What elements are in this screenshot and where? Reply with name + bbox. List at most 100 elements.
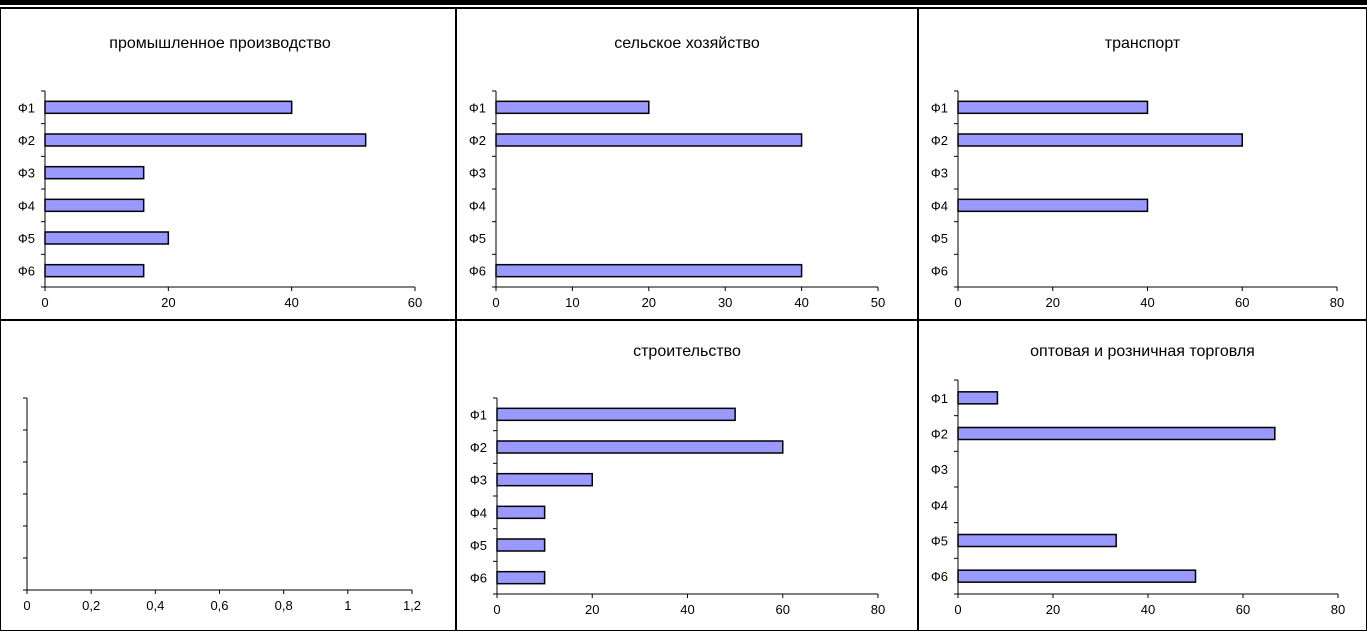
- x-tick-label: 20: [161, 295, 175, 310]
- chart-svg: сельское хозяйство 0 10 20 30 40 50 Ф1 Ф2 Ф3 Ф4 Ф5 Ф…: [456, 8, 918, 320]
- x-tick-label: 80: [1330, 295, 1344, 310]
- y-category-label: Ф3: [469, 166, 486, 181]
- x-tick-label: 0: [493, 602, 500, 617]
- chart-panel-1: промышленное производство 0 20 40 60 Ф1 Ф2 Ф3 Ф4…: [0, 8, 456, 320]
- x-tick-label: 60: [408, 295, 422, 310]
- chart-panel-6: оптовая и розничная торговля 0 20 40 60 80 Ф1 Ф…: [918, 320, 1367, 631]
- bar-Ф5: [957, 533, 1117, 548]
- x-tick-label: 60: [1235, 295, 1249, 310]
- x-tick-label: 1,2: [403, 598, 421, 613]
- bar-Ф2: [957, 133, 1243, 147]
- y-category-label: Ф4: [18, 198, 35, 213]
- chart-svg: оптовая и розничная торговля 0 20 40 60 80 Ф1 Ф…: [918, 320, 1367, 631]
- bar-Ф5: [44, 231, 170, 245]
- chart-title: промышленное производство: [109, 35, 331, 52]
- y-category-label: Ф5: [18, 231, 35, 246]
- x-tick-label: 60: [1236, 602, 1250, 617]
- bar-Ф5: [496, 538, 546, 552]
- bar-Ф3: [496, 472, 593, 487]
- bar-Ф2: [495, 133, 803, 147]
- y-category-label: Ф6: [18, 264, 35, 279]
- chart-title: оптовая и розничная торговля: [1030, 343, 1255, 360]
- y-category-label: Ф6: [931, 569, 948, 584]
- y-category-label: Ф1: [931, 391, 948, 406]
- x-tick-label: 40: [680, 602, 694, 617]
- bar-Ф6: [496, 570, 546, 585]
- x-tick-label: 10: [565, 295, 579, 310]
- x-tick-label: 50: [871, 295, 885, 310]
- bar-Ф3: [44, 165, 145, 180]
- panel-border: [456, 8, 918, 320]
- y-category-label: Ф2: [469, 133, 486, 148]
- x-tick-label: 1: [344, 598, 351, 613]
- chart-svg: строительство 0 20 40 60 80 Ф1 Ф2 Ф3 Ф4 Ф5 Ф6: [456, 320, 918, 631]
- x-tick-label: 20: [1046, 602, 1060, 617]
- chart-svg: транспорт 0 20 40 60 80 Ф1 Ф2 Ф3 Ф4 Ф5 Ф6: [918, 8, 1367, 320]
- x-tick-label: 0: [23, 598, 30, 613]
- y-category-label: Ф2: [470, 440, 487, 455]
- bar-Ф2: [957, 426, 1276, 441]
- y-category-label: Ф3: [18, 166, 35, 181]
- x-tick-label: 40: [1141, 602, 1155, 617]
- x-tick-label: 0,6: [210, 598, 228, 613]
- x-tick-label: 40: [284, 295, 298, 310]
- chart-panel-4: 0 0,2 0,4 0,6 0,8 1 1,2: [0, 320, 456, 631]
- chart-svg: 0 0,2 0,4 0,6 0,8 1 1,2: [0, 320, 456, 631]
- y-category-label: Ф2: [931, 427, 948, 442]
- x-tick-label: 0,8: [275, 598, 293, 613]
- y-category-label: Ф5: [931, 534, 948, 549]
- x-tick-label: 30: [718, 295, 732, 310]
- bar-Ф1: [495, 100, 650, 115]
- y-category-label: Ф3: [931, 166, 948, 181]
- x-tick-label: 20: [1046, 295, 1060, 310]
- x-tick-label: 80: [871, 602, 885, 617]
- bar-Ф1: [496, 407, 736, 422]
- x-tick-label: 0,4: [146, 598, 164, 613]
- x-tick-label: 0,2: [82, 598, 100, 613]
- chart-title: сельское хозяйство: [614, 35, 760, 52]
- bar-Ф6: [957, 569, 1197, 583]
- x-tick-label: 20: [642, 295, 656, 310]
- panel-border: [0, 8, 456, 320]
- top-border-thin: [0, 7, 1367, 8]
- x-tick-label: 0: [492, 295, 499, 310]
- bar-Ф1: [957, 391, 999, 405]
- y-category-label: Ф2: [931, 133, 948, 148]
- y-category-label: Ф5: [469, 231, 486, 246]
- panel-border: [0, 320, 456, 631]
- chart-panel-3: транспорт 0 20 40 60 80 Ф1 Ф2 Ф3 Ф4 Ф5 Ф6: [918, 8, 1367, 320]
- x-tick-label: 0: [41, 295, 48, 310]
- y-category-label: Ф4: [469, 198, 486, 213]
- y-category-label: Ф5: [470, 538, 487, 553]
- x-tick-label: 20: [585, 602, 599, 617]
- y-category-label: Ф6: [469, 264, 486, 279]
- y-category-label: Ф6: [470, 571, 487, 586]
- y-category-label: Ф1: [470, 407, 487, 422]
- x-tick-label: 0: [954, 295, 961, 310]
- x-tick-label: 40: [1140, 295, 1154, 310]
- chart-svg: промышленное производство 0 20 40 60 Ф1 Ф2 Ф3 Ф4…: [0, 8, 456, 320]
- y-category-label: Ф1: [469, 100, 486, 115]
- x-tick-label: 40: [794, 295, 808, 310]
- chart-panel-5: строительство 0 20 40 60 80 Ф1 Ф2 Ф3 Ф4 Ф5 Ф6: [456, 320, 918, 631]
- x-tick-label: 0: [954, 602, 961, 617]
- chart-title: транспорт: [1105, 35, 1181, 52]
- y-category-label: Ф4: [931, 198, 948, 213]
- panel-border: [918, 320, 1367, 631]
- y-category-label: Ф3: [931, 462, 948, 477]
- bar-Ф1: [44, 100, 293, 115]
- y-category-label: Ф3: [470, 473, 487, 488]
- y-category-label: Ф2: [18, 133, 35, 148]
- bar-Ф1: [957, 100, 1149, 115]
- panel-border: [918, 8, 1367, 320]
- y-category-label: Ф4: [931, 498, 948, 513]
- y-category-label: Ф1: [931, 100, 948, 115]
- bar-Ф6: [495, 263, 803, 278]
- bar-Ф6: [44, 263, 145, 278]
- x-tick-label: 60: [776, 602, 790, 617]
- y-category-label: Ф4: [470, 505, 487, 520]
- y-category-label: Ф5: [931, 231, 948, 246]
- chart-panel-2: сельское хозяйство 0 10 20 30 40 50 Ф1 Ф2 Ф3 Ф4 Ф5 Ф…: [456, 8, 918, 320]
- y-category-label: Ф1: [18, 100, 35, 115]
- bar-Ф4: [957, 198, 1149, 213]
